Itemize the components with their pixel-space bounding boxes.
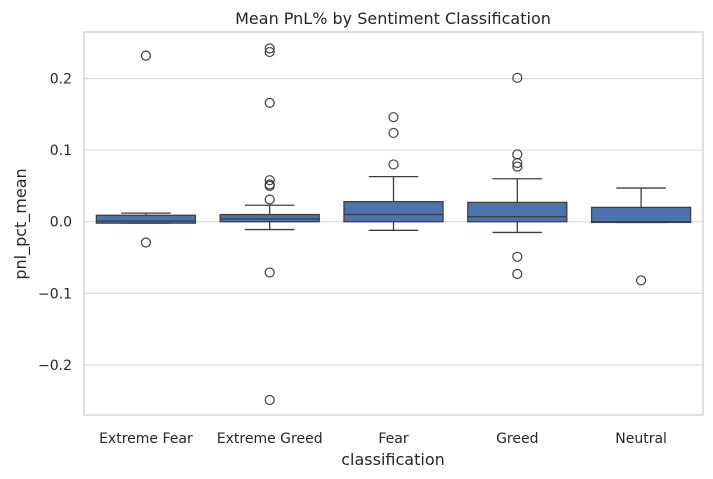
chart-title: Mean PnL% by Sentiment Classification [235,9,551,28]
y-tick-label: 0.2 [50,72,72,88]
x-tick-label: Extreme Greed [217,431,323,447]
box-neutral [590,187,692,286]
outlier-point [512,72,523,83]
y-tick-label: 0.1 [50,143,72,159]
x-tick-label: Fear [378,431,408,447]
outlier-point [635,275,647,286]
box-greed [467,72,568,280]
box-plots [95,43,692,406]
x-tick-label: Neutral [615,431,667,447]
x-tick-label: Greed [496,431,538,447]
x-tick-label: Extreme Fear [99,431,193,447]
outlier-point [264,43,275,54]
outlier-point [388,159,399,170]
y-tick-label: −0.2 [38,358,72,374]
box-iqr [219,213,320,223]
y-tick-label: 0.0 [50,215,72,231]
outlier-point [264,180,275,192]
outlier-point [388,112,399,123]
box-fear [343,112,444,231]
box-iqr [95,214,197,224]
box-extreme-fear [95,50,197,248]
y-axis-title: pnl_pct_mean [11,168,31,279]
box-extreme-greed [219,43,320,406]
outlier-point [512,149,523,160]
plot-frame [83,31,704,416]
outlier-point [264,194,275,205]
outlier-point [512,268,523,280]
box-iqr [343,201,444,223]
outlier-point [264,394,275,406]
outlier-point [264,97,275,108]
outlier-point [512,161,523,172]
outlier-point [512,157,523,169]
outlier-point [140,237,151,248]
outlier-point [512,251,523,262]
outlier-point [264,175,275,186]
outlier-point [388,127,399,139]
outlier-point [140,50,151,61]
x-axis-title: classification [341,450,445,469]
box-iqr [467,201,568,223]
y-axis-ticks: −0.2 −0.1 0.0 0.1 0.2 [38,72,72,374]
y-tick-label: −0.1 [38,286,72,302]
x-axis-ticks: Extreme Fear Extreme Greed Fear Greed Neutra… [99,431,667,447]
box-iqr [590,206,692,224]
outlier-point [264,267,275,278]
outlier-point [264,46,275,58]
